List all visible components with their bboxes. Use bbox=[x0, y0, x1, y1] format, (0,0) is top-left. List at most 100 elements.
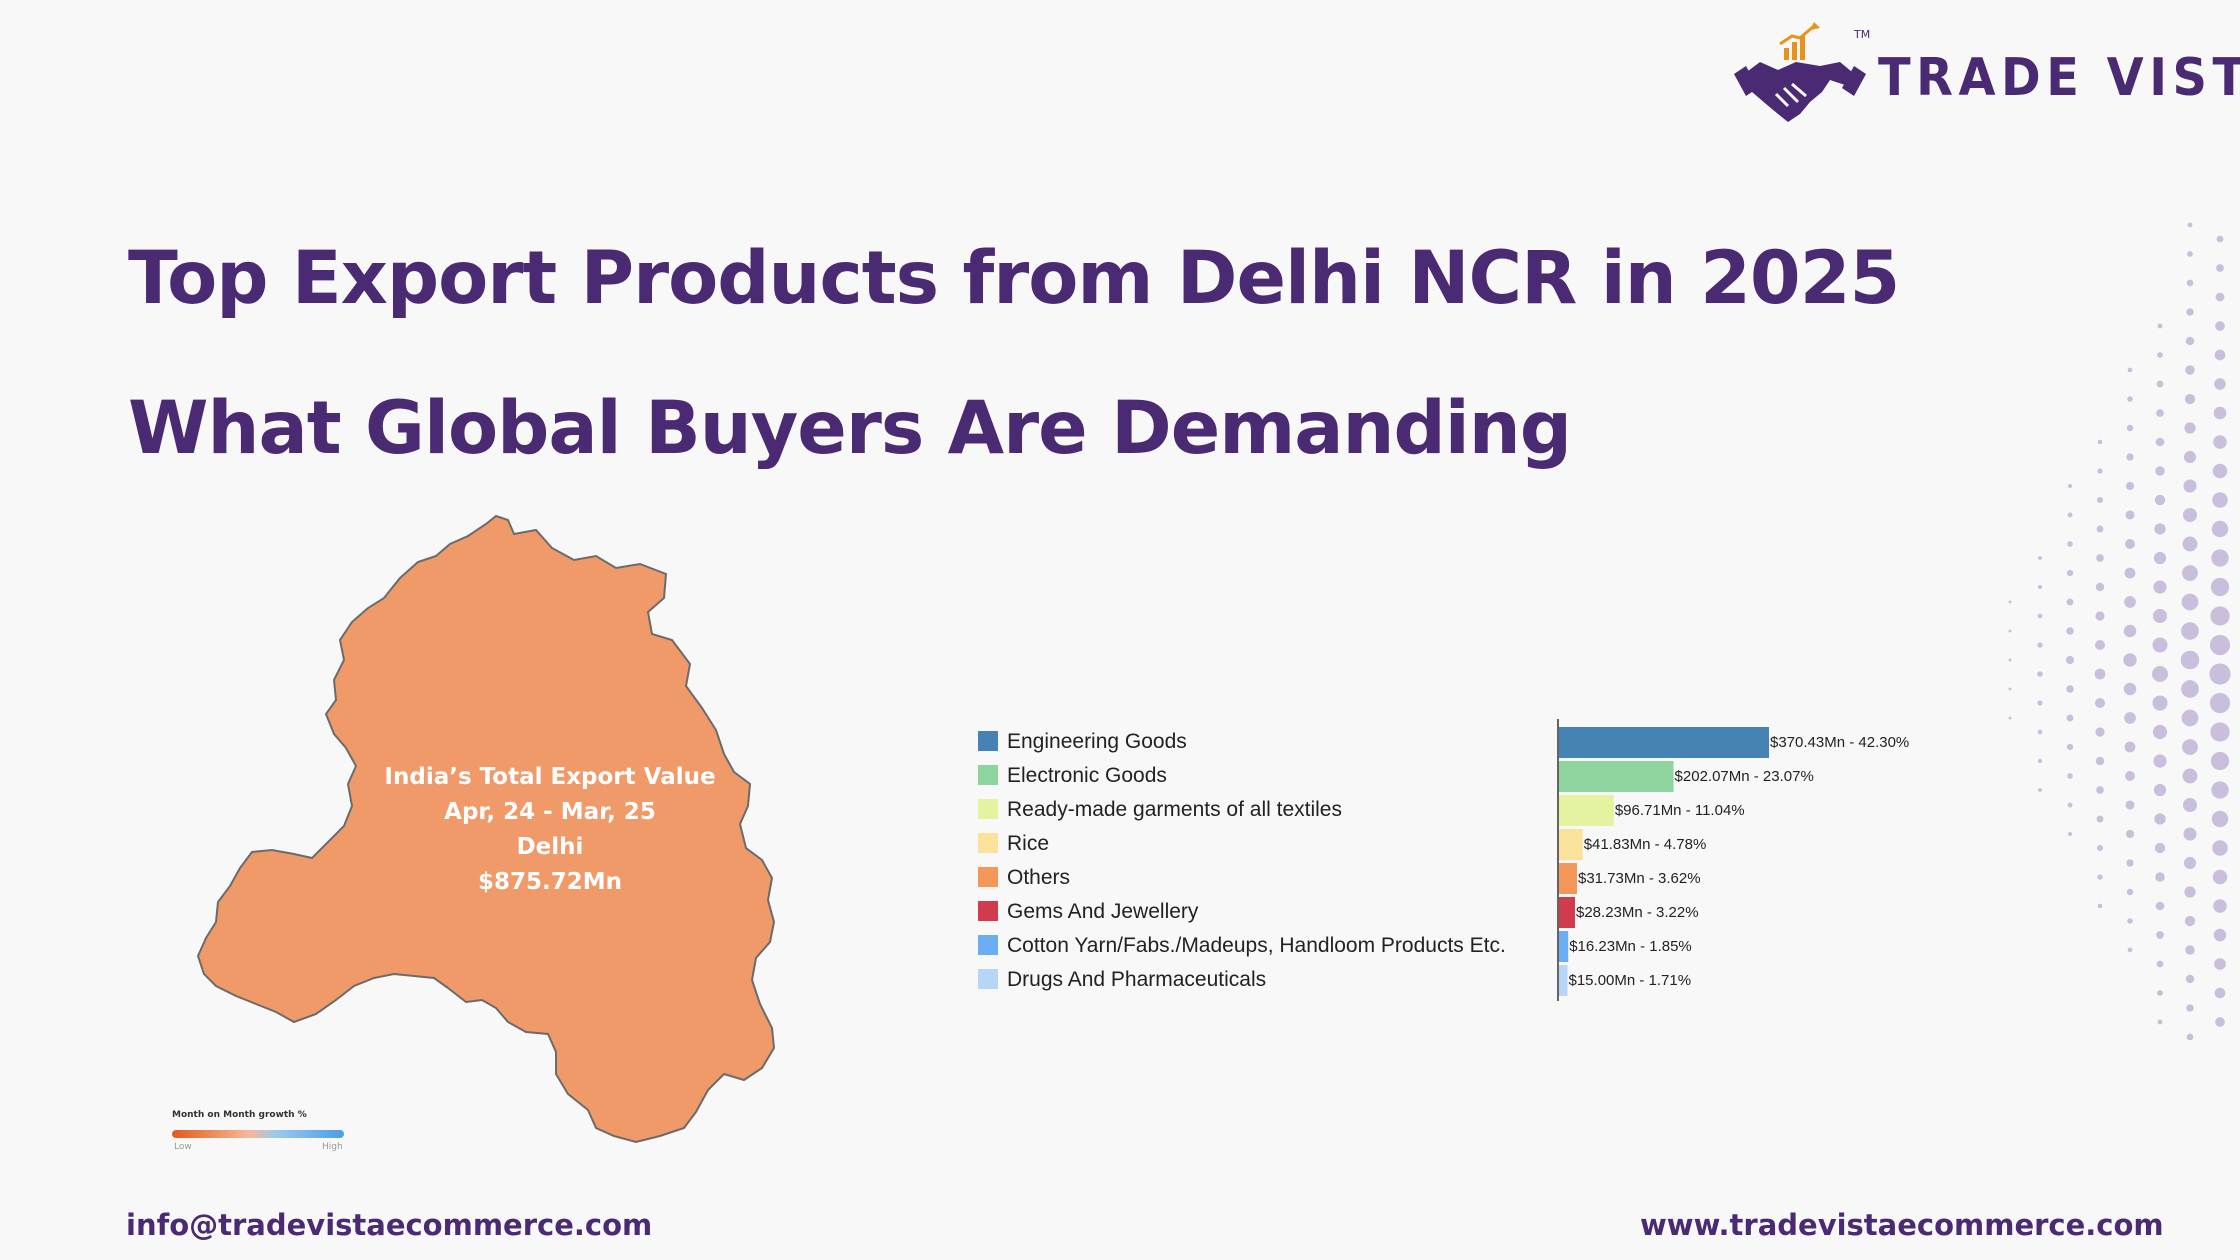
decorative-dot bbox=[2184, 393, 2196, 405]
legend-low-label: Low bbox=[174, 1142, 192, 1152]
decorative-dot bbox=[2211, 781, 2229, 799]
decorative-dot bbox=[2037, 584, 2043, 590]
decorative-dot bbox=[2008, 658, 2012, 662]
decorative-dot bbox=[2209, 634, 2231, 656]
decorative-dot bbox=[2186, 279, 2194, 287]
decorative-dot bbox=[2211, 549, 2229, 567]
decorative-dot bbox=[2067, 512, 2073, 518]
decorative-dot bbox=[2153, 783, 2167, 797]
decorative-dot bbox=[2065, 655, 2075, 665]
decorative-dot bbox=[2152, 666, 2168, 682]
decorative-dot bbox=[2125, 829, 2135, 839]
decorative-dot bbox=[2181, 593, 2199, 611]
decorative-dot bbox=[2127, 367, 2133, 373]
decorative-dot bbox=[2067, 802, 2073, 808]
decorative-dot bbox=[2182, 565, 2198, 581]
legend-swatch bbox=[978, 969, 998, 989]
decorative-dot bbox=[2212, 840, 2228, 856]
decorative-dot bbox=[2037, 729, 2043, 735]
decorative-dot bbox=[2185, 336, 2195, 346]
decorative-dot bbox=[2038, 556, 2042, 560]
decorative-dot bbox=[2066, 743, 2074, 751]
decorative-dot bbox=[2186, 308, 2194, 316]
data-label: $202.07Mn - 23.07% bbox=[1675, 768, 1814, 785]
decorative-dot bbox=[2154, 842, 2166, 854]
decorative-dot bbox=[2210, 722, 2230, 742]
map-label-line-2: Apr, 24 - Mar, 25 bbox=[444, 799, 656, 825]
decorative-dot bbox=[2155, 466, 2165, 476]
bar bbox=[1559, 795, 1614, 826]
decorative-dot bbox=[2097, 874, 2103, 880]
decorative-dot bbox=[2094, 697, 2106, 709]
decorative-dot bbox=[2186, 1004, 2194, 1012]
decorative-dot bbox=[2153, 580, 2167, 594]
decorative-dot bbox=[2210, 606, 2230, 626]
decorative-dot bbox=[2152, 637, 2168, 653]
legend-swatch bbox=[978, 799, 998, 819]
legend-swatch bbox=[978, 833, 998, 853]
decorative-dot bbox=[2124, 741, 2136, 753]
decorative-dot bbox=[2067, 831, 2073, 837]
decorative-dot bbox=[2214, 958, 2226, 970]
brand-logo: TM TRADE VISTA bbox=[1730, 22, 2240, 132]
decorative-dot bbox=[2127, 918, 2133, 924]
decorative-dot-pattern bbox=[2008, 222, 2231, 1040]
brand-name: TRADE VISTA bbox=[1878, 48, 2240, 108]
decorative-dot bbox=[2214, 349, 2226, 361]
decorative-dot bbox=[2152, 724, 2168, 740]
map-label-line-4: $875.72Mn bbox=[477, 869, 623, 895]
decorative-dot bbox=[2066, 598, 2074, 606]
decorative-dot bbox=[2095, 727, 2105, 737]
bar bbox=[1559, 761, 1674, 792]
decorative-dot bbox=[2067, 483, 2073, 489]
decorative-dot bbox=[2211, 520, 2229, 538]
decorative-dot bbox=[2183, 450, 2197, 464]
decorative-dot bbox=[2181, 680, 2199, 698]
decorative-dot bbox=[2095, 756, 2105, 766]
decorative-dot bbox=[2096, 554, 2104, 562]
legend-title: Month on Month growth % bbox=[172, 1110, 307, 1120]
decorative-dot bbox=[2096, 844, 2104, 852]
delhi-map bbox=[196, 514, 776, 1144]
decorative-dot bbox=[2123, 682, 2137, 696]
decorative-dot bbox=[2185, 945, 2195, 955]
decorative-dot bbox=[2215, 1017, 2225, 1027]
decorative-dot bbox=[2066, 714, 2074, 722]
decorative-dot bbox=[2216, 264, 2224, 272]
decorative-dot bbox=[2097, 468, 2103, 474]
decorative-dot bbox=[2155, 437, 2165, 447]
decorative-dot bbox=[2008, 687, 2012, 691]
data-label: $96.71Mn - 11.04% bbox=[1615, 802, 1745, 819]
decorative-dot bbox=[2155, 901, 2165, 911]
decorative-dot bbox=[2125, 771, 2135, 781]
bar bbox=[1559, 965, 1568, 996]
bar bbox=[1559, 897, 1576, 928]
map-info-label: India’s Total Export Value Apr, 24 - Mar… bbox=[330, 760, 770, 900]
decorative-dot bbox=[2156, 409, 2164, 417]
decorative-dot bbox=[2127, 947, 2133, 953]
decorative-dot bbox=[2182, 536, 2198, 552]
decorative-dot bbox=[2213, 406, 2227, 420]
legend-label: Rice bbox=[1007, 832, 1049, 855]
decorative-dot bbox=[2215, 321, 2225, 331]
decorative-dot bbox=[2216, 235, 2224, 243]
footer-website[interactable]: www.tradevistaecommerce.com bbox=[1640, 1208, 2164, 1242]
decorative-dot bbox=[2094, 668, 2106, 680]
decorative-dot bbox=[2038, 788, 2042, 792]
decorative-dot bbox=[2187, 251, 2193, 257]
decorative-dot bbox=[2066, 685, 2074, 693]
decorative-dot bbox=[2123, 624, 2137, 638]
decorative-dot bbox=[2185, 974, 2195, 984]
decorative-dot bbox=[2213, 899, 2227, 913]
decorative-dot bbox=[2066, 569, 2074, 577]
decorative-dot bbox=[2156, 380, 2164, 388]
data-label: $16.23Mn - 1.85% bbox=[1569, 938, 1692, 955]
decorative-dot bbox=[2037, 671, 2043, 677]
decorative-dot bbox=[2124, 567, 2136, 579]
decorative-dot bbox=[2037, 700, 2043, 706]
decorative-dot bbox=[2182, 507, 2198, 523]
decorative-dot bbox=[2183, 479, 2197, 493]
decorative-dot bbox=[2210, 577, 2230, 597]
legend-label: Others bbox=[1007, 866, 1070, 889]
footer-email[interactable]: info@tradevistaecommerce.com bbox=[126, 1208, 653, 1242]
